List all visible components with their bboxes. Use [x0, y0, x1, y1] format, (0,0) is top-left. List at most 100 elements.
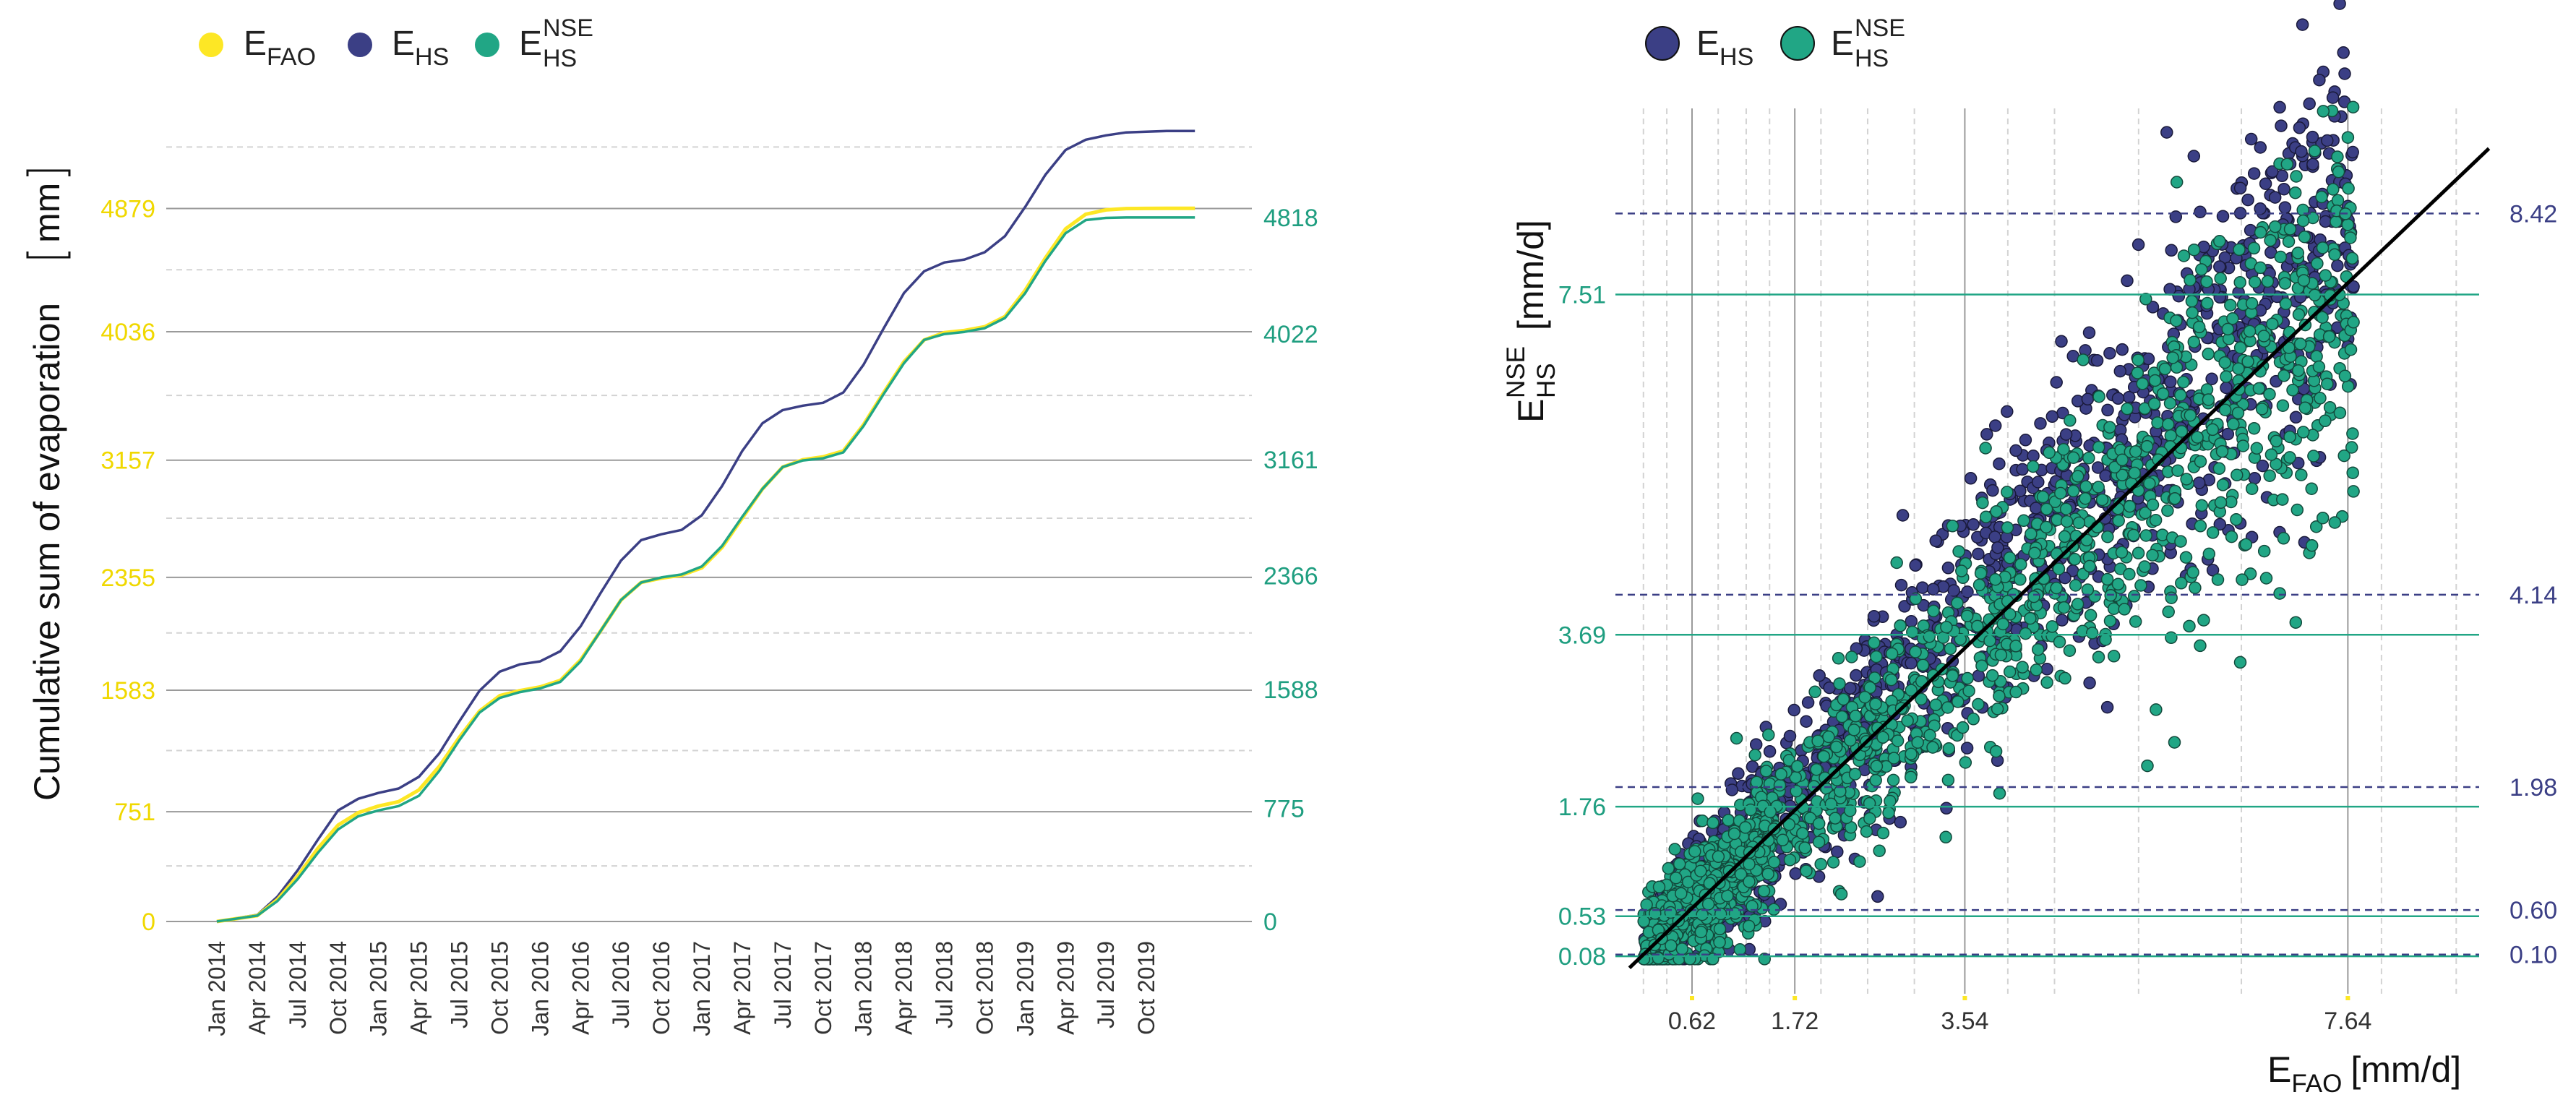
point-hs	[2165, 244, 2178, 257]
point-hs	[2027, 450, 2040, 463]
point-hs	[1929, 534, 1942, 548]
point-hs	[2164, 375, 2177, 388]
point-hs	[2009, 444, 2022, 457]
point-hs	[1871, 890, 1884, 903]
point-hs	[2040, 663, 2053, 676]
point-hs	[2313, 73, 2326, 87]
point-nse	[2040, 502, 2053, 516]
point-nse	[2058, 671, 2071, 685]
point-nse	[1870, 760, 1884, 773]
point-nse	[2179, 551, 2193, 564]
point-nse	[2289, 616, 2303, 629]
point-nse	[2319, 269, 2332, 282]
point-nse	[2131, 353, 2144, 366]
point-hs	[1844, 682, 1857, 695]
legend2-nse-marker	[1780, 26, 1815, 61]
point-nse	[2331, 150, 2344, 163]
right-y-tick-right: 0.10	[2510, 942, 2557, 969]
point-hs	[2142, 352, 2155, 366]
point-nse	[2009, 685, 2022, 699]
point-nse	[1884, 794, 1897, 808]
point-nse	[2121, 402, 2134, 416]
point-hs	[2295, 145, 2308, 158]
point-nse	[2233, 275, 2246, 289]
point-nse	[2259, 572, 2273, 585]
point-nse	[2252, 382, 2266, 395]
point-nse	[2068, 553, 2082, 566]
point-nse	[2345, 252, 2359, 265]
point-nse	[1909, 645, 1922, 658]
point-hs	[1988, 530, 2001, 543]
point-nse	[2168, 736, 2181, 749]
point-nse	[2283, 451, 2296, 464]
point-nse	[1993, 786, 2006, 800]
point-nse	[2014, 558, 2027, 571]
point-nse	[2115, 546, 2129, 559]
point-nse	[2192, 320, 2206, 334]
point-nse	[2161, 504, 2174, 517]
point-nse	[1829, 812, 1842, 825]
point-hs	[2266, 165, 2279, 179]
point-nse	[2245, 482, 2259, 495]
point-nse	[2346, 466, 2359, 479]
point-nse	[2280, 158, 2294, 171]
point-nse	[1961, 671, 1974, 685]
point-nse	[2263, 387, 2276, 401]
point-nse	[1882, 806, 1895, 820]
point-nse	[2309, 520, 2323, 533]
point-hs	[2306, 130, 2319, 144]
point-nse	[2095, 493, 2109, 507]
point-nse	[2053, 635, 2066, 648]
point-nse	[2064, 414, 2077, 427]
point-hs	[1783, 729, 1797, 743]
point-nse	[1812, 817, 1826, 830]
point-hs	[2034, 417, 2047, 430]
legend-nse-label: EHSNSE	[519, 14, 593, 72]
point-nse	[2170, 176, 2184, 189]
point-nse	[2274, 250, 2288, 264]
point-nse	[1870, 650, 1883, 663]
point-nse	[1929, 698, 1942, 711]
point-hs	[2146, 301, 2160, 314]
point-nse	[2016, 661, 2029, 674]
point-nse	[2082, 451, 2095, 465]
point-nse	[2345, 441, 2358, 454]
point-nse	[2241, 355, 2254, 368]
point-nse	[2175, 425, 2189, 438]
point-nse	[2127, 590, 2141, 603]
legend-fao-marker	[199, 33, 223, 57]
left-x-tick-label: Oct 2014	[325, 941, 351, 1035]
right-ylabel: EHSNSE[mm/d]	[1502, 220, 1560, 423]
point-nse	[2036, 490, 2050, 504]
point-nse	[1951, 596, 1964, 610]
point-nse	[2226, 312, 2239, 325]
left-ylabel: Cumulative sum of evaporation	[27, 303, 67, 801]
point-nse	[2323, 400, 2337, 414]
point-nse	[1983, 634, 1996, 648]
right-identity	[1628, 147, 2491, 970]
point-nse	[1783, 854, 1797, 867]
point-hs	[1986, 484, 1999, 497]
point-nse	[2310, 350, 2323, 363]
point-hs	[1941, 562, 1955, 575]
point-nse	[1730, 731, 1743, 745]
point-nse	[1834, 888, 1848, 901]
point-nse	[1721, 889, 1734, 903]
point-nse	[1868, 636, 1881, 650]
point-nse	[2140, 439, 2154, 453]
point-nse	[2146, 549, 2159, 562]
point-hs	[2205, 372, 2218, 386]
point-hs	[1725, 783, 1739, 796]
point-hs	[2247, 167, 2261, 180]
point-nse	[2247, 241, 2261, 255]
point-hs	[2254, 202, 2267, 215]
point-nse	[1890, 556, 1903, 570]
right-y-tick-right: 8.42	[2510, 200, 2557, 228]
point-nse	[1764, 805, 1777, 819]
point-hs	[1905, 656, 1918, 670]
point-nse	[2346, 100, 2360, 113]
point-nse	[2212, 462, 2226, 476]
point-hs	[1926, 583, 1940, 596]
legend2-nse-label: EHSNSE	[1831, 14, 1905, 72]
point-nse	[1944, 642, 1957, 656]
